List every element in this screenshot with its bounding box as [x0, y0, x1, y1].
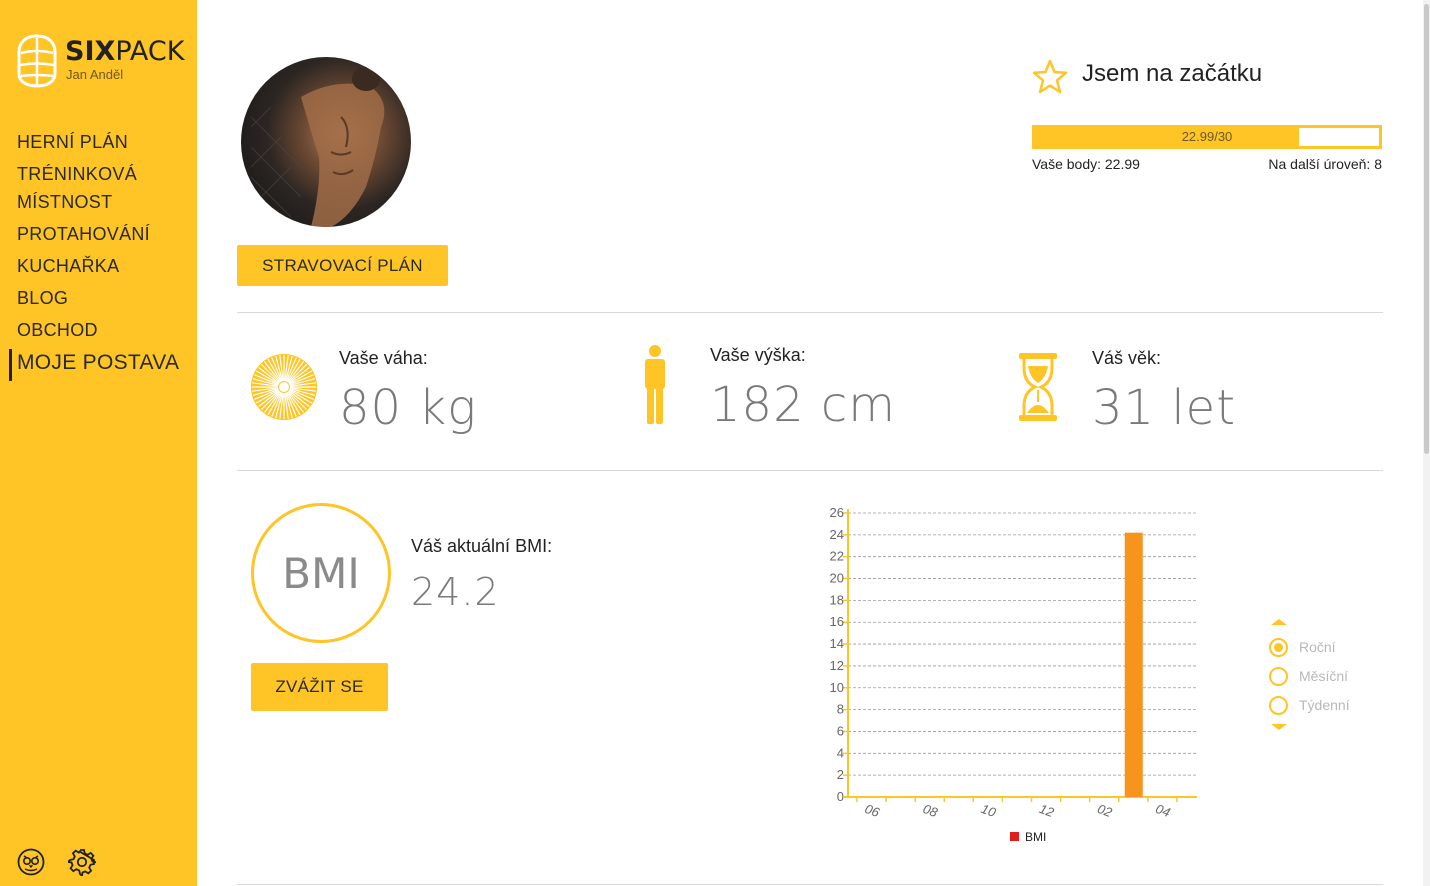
range-option-rocni[interactable]: Roční	[1266, 636, 1386, 665]
y-tick-label: 6	[837, 723, 844, 738]
sixpack-logo-icon	[17, 34, 57, 88]
owl-icon[interactable]	[17, 848, 45, 876]
range-selector: Roční Měsíční Týdenní	[1266, 618, 1386, 730]
chevron-down-icon[interactable]	[1270, 723, 1288, 731]
x-tick-label: 12	[1037, 801, 1056, 820]
x-tick-label: 06	[863, 801, 882, 820]
weigh-in-button[interactable]: ZVÁŽIT SE	[251, 663, 388, 711]
points-label: Vaše body: 22.99	[1032, 156, 1140, 172]
bmi-bar	[1124, 532, 1143, 797]
meal-plan-button[interactable]: STRAVOVACÍ PLÁN	[237, 245, 448, 286]
person-icon	[645, 345, 665, 424]
main-nav: HERNÍ PLÁN TRÉNINKOVÁ MÍSTNOST PROTAHOVÁ…	[0, 128, 197, 382]
next-level-label: Na další úroveň: 8	[1268, 156, 1382, 172]
user-name: Jan Anděl	[66, 67, 124, 82]
height-value: 182 cm	[710, 377, 897, 433]
logo[interactable]: SIXPACK Jan Anděl	[16, 34, 186, 90]
divider	[237, 884, 1383, 885]
athlete-photo	[250, 67, 385, 227]
bmi-value: 24.2	[411, 570, 500, 614]
bmi-label: Váš aktuální BMI:	[411, 536, 553, 556]
avatar[interactable]	[241, 57, 411, 227]
y-tick-label: 0	[837, 789, 844, 804]
range-option-tydenni[interactable]: Týdenní	[1266, 694, 1386, 723]
y-tick-label: 20	[830, 571, 844, 586]
weight-value: 80 kg	[339, 380, 477, 436]
nav-item-protahovani[interactable]: PROTAHOVÁNÍ	[17, 224, 150, 244]
nav-item-moje-postava[interactable]: MOJE POSTAVA	[0, 348, 197, 381]
radio-selected[interactable]	[1269, 638, 1288, 657]
y-tick-label: 12	[830, 658, 844, 673]
level-progress-bar: 22.99/30	[1032, 125, 1382, 149]
range-option-label: Roční	[1299, 639, 1336, 655]
range-option-label: Měsíční	[1299, 668, 1349, 684]
scrollbar-thumb[interactable]	[1424, 4, 1429, 454]
y-tick-label: 18	[830, 592, 844, 607]
y-tick-label: 4	[837, 745, 844, 760]
bmi-circle: BMI	[251, 503, 391, 643]
nav-item-herni-plan[interactable]: HERNÍ PLÁN	[17, 132, 129, 152]
level-progress-text: 22.99/30	[1181, 129, 1233, 144]
sidebar: SIXPACK Jan Anděl HERNÍ PLÁN TRÉNINKOVÁ …	[0, 0, 197, 886]
x-tick-label: 10	[979, 801, 998, 820]
level-progress-fill	[1035, 128, 1299, 146]
legend-swatch	[1010, 832, 1019, 841]
nav-item-obchod[interactable]: OBCHOD	[17, 320, 98, 340]
y-tick-label: 10	[830, 680, 844, 695]
chevron-up-icon[interactable]	[1270, 618, 1288, 626]
nav-item-blog[interactable]: BLOG	[17, 288, 69, 308]
height-label: Vaše výška:	[710, 345, 806, 365]
gear-icon[interactable]	[68, 848, 96, 876]
y-tick-label: 2	[837, 767, 844, 782]
divider	[237, 470, 1383, 471]
brand-name: SIXPACK	[65, 36, 185, 67]
y-tick-label: 8	[837, 702, 844, 717]
star-icon	[1032, 59, 1068, 94]
x-tick-label: 08	[921, 801, 940, 820]
scrollbar[interactable]	[1423, 0, 1430, 886]
x-tick-label: 02	[1095, 801, 1114, 820]
range-option-mesicni[interactable]: Měsíční	[1266, 665, 1386, 694]
divider	[237, 312, 1383, 313]
legend-label: BMI	[1025, 830, 1046, 844]
nav-item-kucharka[interactable]: KUCHAŘKA	[17, 256, 120, 276]
y-tick-label: 24	[830, 527, 844, 542]
scale-icon	[251, 354, 317, 420]
y-tick-label: 16	[830, 614, 844, 629]
radio[interactable]	[1269, 667, 1288, 686]
age-value: 31 let	[1092, 380, 1237, 436]
hourglass-icon	[1019, 353, 1057, 421]
nav-item-treninkova-mistnost[interactable]: TRÉNINKOVÁ MÍSTNOST	[17, 164, 138, 212]
y-tick-label: 14	[830, 636, 844, 651]
weight-label: Vaše váha:	[339, 348, 428, 368]
y-tick-label: 26	[830, 505, 844, 520]
radio[interactable]	[1269, 696, 1288, 715]
range-option-label: Týdenní	[1299, 697, 1350, 713]
level-title: Jsem na začátku	[1082, 60, 1263, 87]
x-tick-label: 04	[1154, 801, 1173, 820]
y-tick-label: 22	[830, 549, 844, 564]
age-label: Váš věk:	[1092, 348, 1162, 368]
